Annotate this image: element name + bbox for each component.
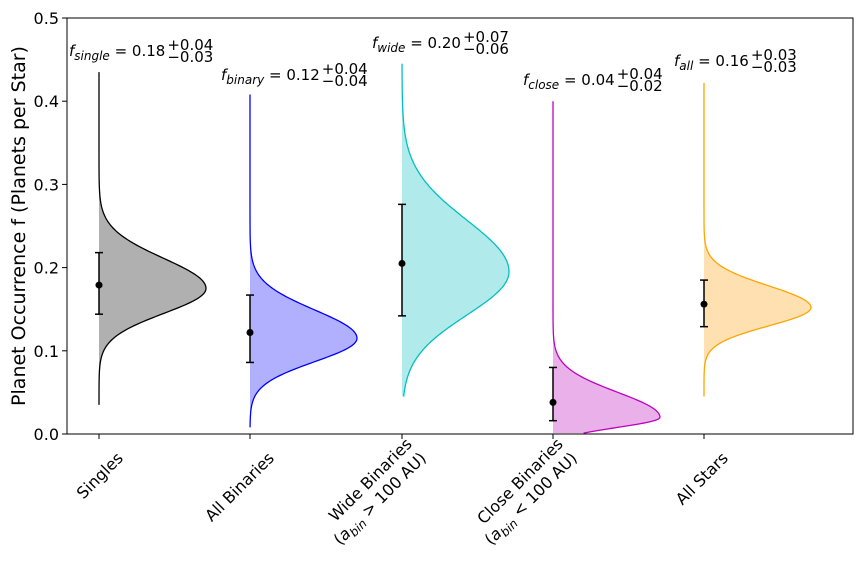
data-point-all (700, 300, 708, 308)
x-tick-label-3: Wide Binaries(abin > 100 AU) (325, 434, 432, 550)
annotation-wide: fwide = 0.20 +0.07−0.06 (372, 28, 509, 58)
annotation-binary: fbinary = 0.12 +0.04−0.04 (221, 60, 368, 90)
x-tick-label-5: All Stars (672, 448, 732, 508)
annotation-plus: +0.04 (617, 65, 663, 83)
y-axis-label: Planet Occurrence f (Planets per Star) (8, 46, 30, 406)
violin-outline-wide (401, 63, 510, 397)
violin-outline-binary (249, 94, 358, 428)
violin-fill-wide (402, 63, 509, 397)
annotation-plus: +0.03 (751, 46, 797, 64)
data-point-binary (246, 328, 254, 336)
violin-fill-single (99, 72, 206, 405)
y-tick-label: 0.5 (34, 9, 59, 28)
annotation-close: fclose = 0.04 +0.04−0.02 (523, 65, 663, 95)
x-tick-label-line: All Stars (672, 448, 732, 508)
violins-layer (98, 63, 812, 434)
violin-fill-binary (250, 94, 357, 428)
violin-outline-all (703, 82, 812, 397)
data-point-close (549, 398, 557, 406)
data-point-wide (398, 259, 406, 267)
annotation-minus: −0.03 (167, 48, 213, 66)
annotation-text: fall = 0.16 (674, 52, 749, 73)
y-tick-label: 0.3 (34, 175, 59, 194)
annotation-minus: −0.03 (751, 58, 797, 76)
y-tick-label: 0.1 (34, 342, 59, 361)
annotation-minus: −0.04 (322, 72, 368, 90)
y-axis: 0.0 0.1 0.2 0.3 0.4 0.5 (34, 9, 67, 444)
annotation-minus: −0.02 (617, 77, 663, 95)
annotation-text: fbinary = 0.12 (221, 66, 320, 87)
violin-fill-all (704, 82, 811, 397)
violin-outline-close (552, 101, 661, 434)
annotation-plus: +0.07 (463, 28, 509, 46)
y-tick-label: 0.2 (34, 259, 59, 278)
x-tick-label-1: Singles (73, 448, 127, 502)
plot-frame (66, 17, 854, 435)
x-tick-label-line: Singles (73, 448, 127, 502)
data-point-single (95, 281, 103, 289)
x-tick-label-2: All Binaries (201, 448, 278, 525)
annotation-text: fclose = 0.04 (523, 71, 615, 92)
x-tick-label-line: All Binaries (201, 448, 278, 525)
y-tick-label: 0.4 (34, 92, 59, 111)
x-axis: Singles All Binaries Wide Binaries(abin > … (73, 434, 732, 551)
annotation-plus: +0.04 (322, 60, 368, 78)
annotation-text: fsingle = 0.18 (69, 42, 165, 63)
violin-outline-single (98, 72, 207, 405)
annotation-minus: −0.06 (463, 40, 509, 58)
y-tick-label: 0.0 (34, 425, 59, 444)
annotation-single: fsingle = 0.18 +0.04−0.03 (69, 36, 213, 66)
annotation-plus: +0.04 (167, 36, 213, 54)
annotation-all: fall = 0.16 +0.03−0.03 (674, 46, 797, 76)
errorbars-layer (95, 203, 708, 422)
violin-fill-close (553, 101, 660, 434)
annotation-text: fwide = 0.20 (372, 34, 461, 55)
x-tick-label-4: Close Binaries(abin < 100 AU) (473, 434, 583, 550)
